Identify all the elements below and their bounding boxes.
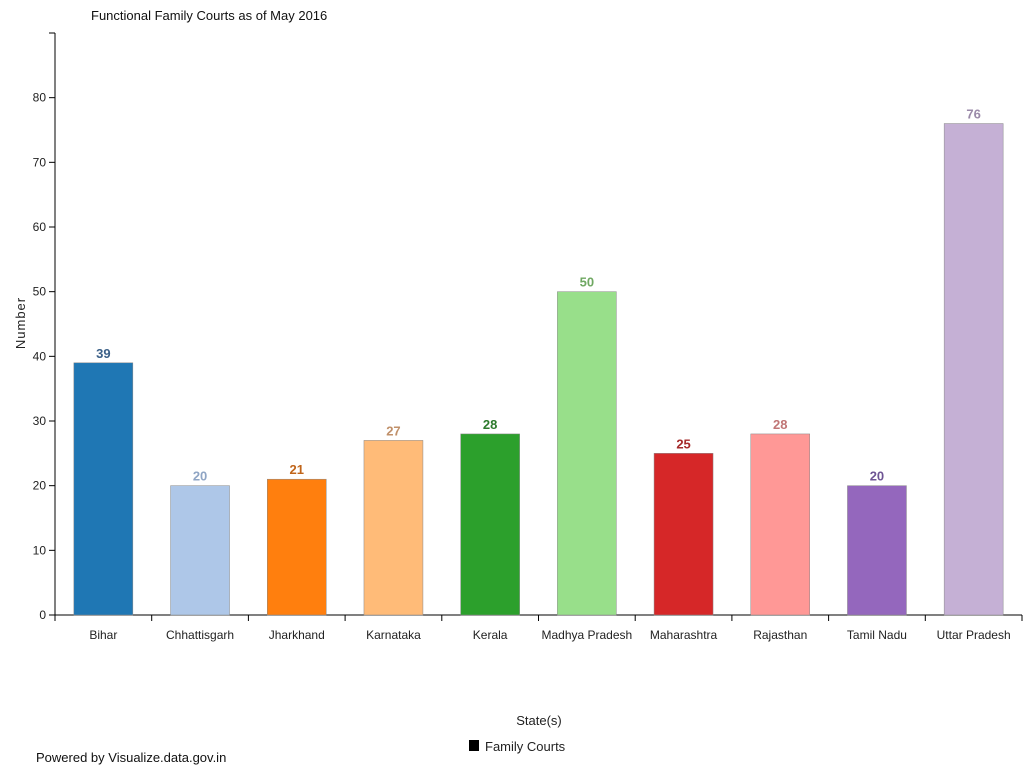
bar-karnataka[interactable]: [363, 440, 424, 616]
bar-rajasthan[interactable]: [750, 433, 810, 616]
bar-tamil-nadu[interactable]: [847, 485, 907, 616]
value-labels-group: 39 20 21 27 28 50 25 28 20 76: [96, 107, 981, 484]
y-tick-label: 80: [33, 91, 47, 105]
chart-title: Functional Family Courts as of May 2016: [91, 8, 327, 23]
y-tick-label: 30: [33, 414, 47, 428]
x-tick-label: Rajasthan: [753, 628, 807, 642]
bar-value-label: 27: [386, 423, 400, 438]
y-tick-label: 40: [33, 349, 47, 363]
y-tick-label: 20: [33, 479, 47, 493]
x-tick-label: Madhya Pradesh: [541, 628, 632, 642]
y-tick-label: 60: [33, 220, 47, 234]
y-tick-label: 70: [33, 155, 47, 169]
x-tick-label: Kerala: [473, 628, 508, 642]
bar-value-label: 76: [966, 107, 980, 122]
x-axis: Bihar Chhattisgarh Jharkhand Karnataka Keral…: [49, 614, 1023, 642]
bar-kerala[interactable]: [460, 433, 520, 616]
legend[interactable]: Family Courts: [469, 739, 566, 754]
bar-uttar-pradesh[interactable]: [943, 123, 1004, 616]
y-axis-title: Number: [13, 297, 28, 349]
x-tick-label: Bihar: [89, 628, 117, 642]
bar-value-label: 50: [580, 275, 594, 290]
x-tick-label: Maharashtra: [650, 628, 718, 642]
y-axis: 0 10 20 30 40 50 60 70 80: [33, 32, 56, 622]
bar-value-label: 20: [870, 469, 884, 484]
x-tick-label: Jharkhand: [269, 628, 325, 642]
legend-swatch: [469, 740, 479, 751]
x-tick-label: Uttar Pradesh: [937, 628, 1011, 642]
x-tick-label: Karnataka: [366, 628, 421, 642]
bars-group: [73, 123, 1004, 616]
bar-value-label: 28: [773, 417, 787, 432]
bar-bihar[interactable]: [73, 362, 134, 616]
bar-jharkhand[interactable]: [267, 478, 327, 616]
bar-chhattisgarh[interactable]: [170, 485, 230, 616]
bar-value-label: 21: [290, 462, 304, 477]
powered-by-credit[interactable]: Powered by Visualize.data.gov.in: [36, 750, 226, 765]
bar-value-label: 25: [676, 436, 690, 451]
y-tick-label: 0: [39, 608, 46, 622]
bar-value-label: 39: [96, 346, 110, 361]
bar-value-label: 20: [193, 469, 207, 484]
legend-label: Family Courts: [485, 739, 566, 754]
y-tick-label: 10: [33, 543, 47, 557]
x-tick-label: Chhattisgarh: [166, 628, 234, 642]
bar-madhya-pradesh[interactable]: [557, 291, 617, 616]
bar-maharashtra[interactable]: [653, 453, 714, 616]
y-tick-label: 50: [33, 285, 47, 299]
bar-value-label: 28: [483, 417, 497, 432]
x-tick-label: Tamil Nadu: [847, 628, 907, 642]
x-axis-title: State(s): [516, 713, 562, 728]
